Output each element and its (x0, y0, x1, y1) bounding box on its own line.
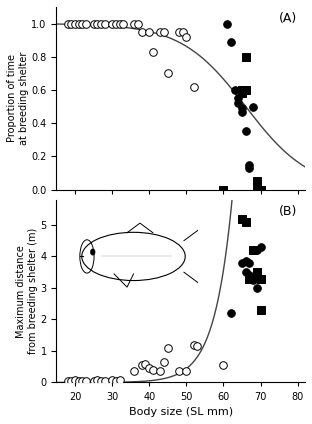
Point (69, 377, 74, 384)
Point (147, 365, 152, 372)
Point (247, 272, 252, 279)
Point (99, 377, 104, 384)
Point (132, 20, 137, 27)
Point (228, 39, 233, 45)
Point (110, 20, 115, 27)
Point (258, 307, 263, 313)
Point (158, 368, 163, 375)
Point (221, 186, 226, 193)
Y-axis label: Proportion of time
at breeding shelter: Proportion of time at breeding shelter (7, 52, 28, 145)
Point (165, 70, 170, 77)
Point (69, 20, 74, 27)
Point (240, 215, 245, 222)
Point (121, 20, 126, 27)
Point (243, 86, 248, 93)
Point (162, 359, 167, 365)
Y-axis label: Maximum distance
from breeding shelter (m): Maximum distance from breeding shelter (… (16, 228, 38, 354)
Point (76, 377, 81, 384)
Point (247, 275, 252, 282)
Point (240, 108, 245, 115)
X-axis label: Body size (SL mm): Body size (SL mm) (129, 407, 233, 417)
Point (247, 259, 252, 266)
Point (147, 28, 152, 35)
Point (251, 103, 256, 110)
Point (102, 20, 107, 27)
Point (110, 377, 115, 384)
Point (254, 269, 259, 276)
Point (251, 247, 256, 254)
Point (258, 186, 263, 193)
Point (240, 259, 245, 266)
Point (117, 20, 122, 27)
Point (136, 20, 141, 27)
Point (72, 377, 77, 384)
Point (80, 377, 85, 384)
Point (113, 20, 118, 27)
Point (99, 20, 104, 27)
Point (243, 258, 248, 265)
Point (240, 105, 245, 112)
Point (158, 28, 163, 35)
Point (91, 20, 96, 27)
Point (258, 244, 263, 251)
Point (95, 20, 100, 27)
Point (195, 343, 200, 350)
Point (91, 377, 96, 384)
Point (117, 377, 122, 383)
Point (191, 83, 196, 90)
Point (254, 247, 259, 254)
Point (243, 218, 248, 225)
Point (84, 20, 89, 27)
Point (84, 377, 89, 384)
Point (254, 178, 259, 185)
Point (150, 48, 155, 55)
Point (176, 368, 181, 375)
Point (139, 362, 144, 368)
Point (165, 344, 170, 351)
Point (251, 277, 256, 284)
Point (184, 33, 189, 40)
Point (76, 20, 81, 27)
Point (184, 368, 189, 375)
Point (132, 368, 137, 375)
Point (247, 161, 252, 168)
Point (236, 100, 241, 107)
Point (95, 377, 100, 384)
Point (254, 183, 259, 190)
Point (228, 310, 233, 317)
Point (221, 362, 226, 368)
Point (251, 275, 256, 282)
Text: (B): (B) (279, 205, 298, 218)
Point (247, 165, 252, 171)
Point (143, 360, 148, 367)
Point (176, 28, 181, 35)
Point (191, 341, 196, 348)
Point (236, 95, 241, 102)
Point (225, 20, 230, 27)
Point (240, 90, 245, 97)
Text: (A): (A) (279, 12, 298, 25)
Point (150, 366, 155, 373)
Point (102, 377, 107, 384)
Point (258, 275, 263, 282)
Point (243, 53, 248, 60)
Point (162, 28, 167, 35)
Point (243, 269, 248, 276)
Point (113, 377, 118, 384)
Point (240, 86, 245, 93)
Point (72, 20, 77, 27)
Point (232, 86, 237, 93)
Point (243, 128, 248, 135)
Point (180, 28, 185, 35)
Point (80, 20, 85, 27)
Point (65, 20, 70, 27)
Point (139, 28, 144, 35)
Point (65, 377, 70, 384)
Point (254, 285, 259, 291)
